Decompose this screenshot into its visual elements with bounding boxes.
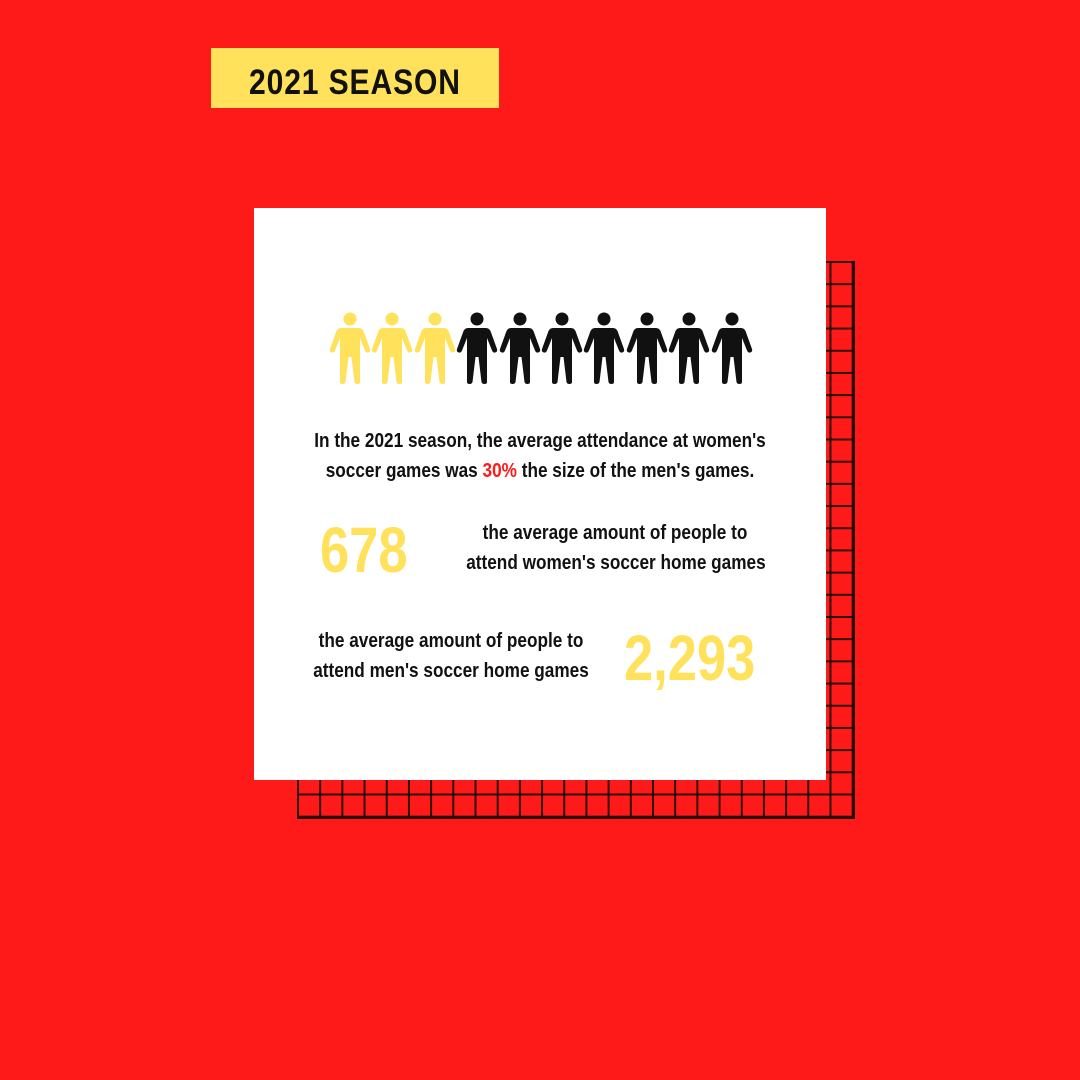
men-attendance-description: the average amount of people to attend m… xyxy=(278,626,624,686)
person-icon-men xyxy=(457,312,498,384)
season-title: 2021 SEASON xyxy=(249,63,461,102)
person-icon-women xyxy=(329,312,371,384)
person-icon-men xyxy=(541,312,583,384)
percentage-highlight: 30% xyxy=(482,460,517,482)
attendance-summary: In the 2021 season, the average attendan… xyxy=(254,426,826,486)
person-icon-men xyxy=(584,312,625,384)
men-desc-line-2: attend men's soccer home games xyxy=(313,660,589,682)
summary-line-1: In the 2021 season, the average attendan… xyxy=(314,430,766,452)
women-desc-line-1: the average amount of people to xyxy=(482,522,748,544)
person-icon-men xyxy=(669,312,710,384)
women-attendance-value: 678 xyxy=(320,514,408,586)
person-icon-men xyxy=(711,312,752,384)
info-card: In the 2021 season, the average attendan… xyxy=(254,208,826,780)
attendance-pictogram xyxy=(329,312,754,384)
person-icon-men xyxy=(626,312,667,384)
men-attendance-value: 2,293 xyxy=(624,622,756,694)
person-icon-women xyxy=(372,312,413,384)
person-icon-women xyxy=(414,312,455,384)
women-attendance-description: the average amount of people to attend w… xyxy=(442,518,788,578)
women-desc-line-2: attend women's soccer home games xyxy=(466,552,766,574)
person-icon-men xyxy=(499,312,540,384)
summary-line-2-start: soccer games was xyxy=(325,460,483,482)
season-badge: 2021 SEASON xyxy=(211,48,499,108)
summary-line-2-end: the size of the men's games. xyxy=(516,460,755,482)
men-desc-line-1: the average amount of people to xyxy=(318,630,584,652)
summary-line-2: soccer games was 30% the size of the men… xyxy=(294,456,786,486)
